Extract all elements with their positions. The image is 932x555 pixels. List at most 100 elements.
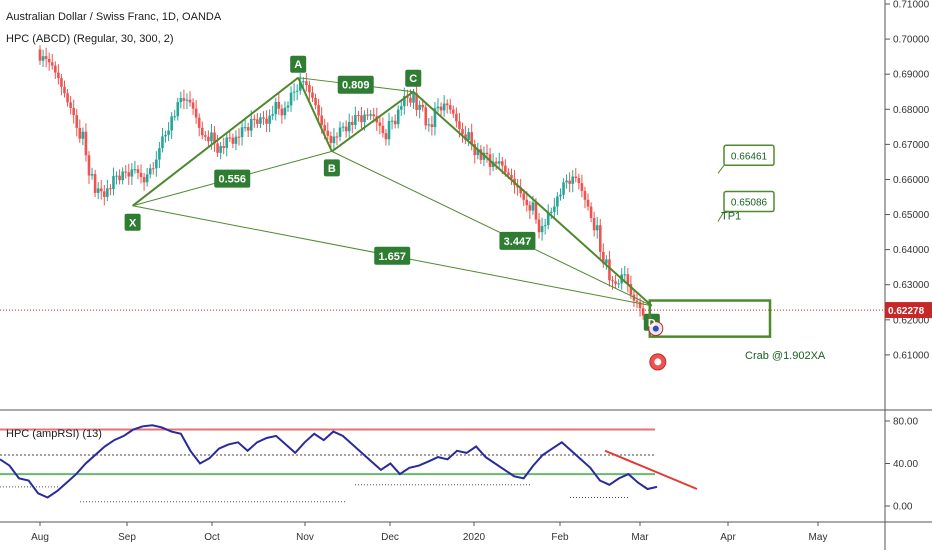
rsi-tick-label: 40.00	[893, 459, 918, 470]
candle-body	[60, 78, 63, 87]
alert-icon-dot	[654, 358, 662, 366]
candle-body	[161, 136, 164, 149]
candle-body	[185, 99, 189, 101]
candle-body	[494, 161, 498, 164]
candle-body	[403, 96, 406, 107]
harmonic-pattern	[124, 55, 775, 371]
point-marker-x	[124, 213, 141, 231]
candle-body	[283, 107, 287, 116]
candle-body	[78, 127, 82, 139]
rsi-trendline	[604, 449, 698, 490]
candle-body	[595, 225, 599, 231]
candle-body	[436, 106, 440, 109]
candle-body	[84, 131, 88, 156]
ratio-box	[214, 169, 251, 188]
candle-body	[311, 92, 314, 98]
point-label-c: C	[409, 73, 417, 85]
candle-body	[381, 125, 385, 134]
candle-body	[611, 280, 614, 282]
candle-body	[442, 103, 446, 111]
candle-body	[142, 177, 146, 183]
y-tick-label: 0.61000	[893, 350, 930, 361]
x-tick-label: Feb	[551, 532, 569, 543]
candle-body	[72, 108, 75, 116]
candle-body	[50, 62, 54, 66]
ratio-label: 0.809	[342, 80, 370, 92]
y-tick-label: 0.66000	[893, 175, 930, 186]
ratio-box	[374, 246, 411, 265]
candle-body	[568, 180, 571, 184]
candle-body	[234, 136, 238, 144]
candle-body	[369, 114, 372, 116]
candle-body	[271, 114, 274, 116]
candle-body	[292, 91, 296, 93]
candle-body	[344, 126, 348, 132]
ratio-box	[337, 75, 374, 94]
candle-body	[158, 148, 161, 160]
candle-body	[617, 283, 620, 285]
candle-body	[259, 117, 262, 124]
candle-body	[507, 172, 510, 175]
point-marker-a	[290, 55, 307, 73]
candle-body	[102, 191, 106, 197]
candle-body	[323, 125, 327, 131]
candle-body	[378, 122, 382, 126]
candle-body	[439, 106, 443, 111]
candle-body	[479, 149, 483, 160]
candle-body	[219, 146, 222, 153]
candle-body	[133, 169, 137, 171]
candle-body	[231, 137, 235, 144]
candle-body	[519, 187, 522, 194]
candle-body	[476, 149, 480, 156]
candle-body	[295, 90, 299, 92]
candle-body	[543, 225, 547, 227]
candle-body	[605, 259, 608, 264]
candle-body	[63, 86, 66, 94]
candle-body	[500, 161, 504, 166]
candle-body	[200, 127, 204, 136]
candle-body	[357, 115, 360, 117]
candle-body	[497, 161, 501, 164]
candle-body	[139, 172, 143, 178]
x-tick-label: Nov	[296, 532, 314, 543]
candle-body	[298, 81, 302, 91]
rsi-title: HPC (ampRSI) (13)	[6, 428, 102, 440]
candle-body	[592, 217, 596, 231]
candle-body	[461, 129, 464, 135]
x-tick-label: Oct	[204, 532, 220, 543]
candle-body	[390, 120, 394, 122]
target-pointer	[717, 211, 725, 222]
candle-body	[421, 104, 424, 108]
candle-body	[448, 105, 452, 110]
candle-body	[641, 308, 645, 316]
candle-body	[589, 206, 593, 218]
candle-body	[170, 116, 173, 131]
y-tick-label: 0.70000	[893, 35, 930, 46]
x-tick-label: Apr	[720, 532, 736, 543]
candle-body	[57, 72, 60, 79]
candle-body	[106, 188, 109, 197]
candle-body	[338, 127, 342, 137]
x-tick-label: Dec	[381, 532, 399, 543]
candle-body	[274, 101, 278, 115]
target-box	[723, 144, 775, 167]
candle-body	[308, 85, 311, 93]
candle-body	[127, 172, 131, 177]
candle-body	[415, 93, 418, 110]
candle-body	[314, 97, 317, 106]
candle-body	[240, 127, 244, 138]
candle-body	[136, 169, 140, 173]
candle-body	[635, 300, 639, 302]
candles	[38, 45, 645, 320]
candle-body	[445, 103, 449, 106]
y-tick-label: 0.65000	[893, 210, 930, 221]
candle-body	[253, 118, 256, 120]
point-label-b: B	[328, 163, 336, 175]
signal-icon-dot	[652, 325, 659, 332]
candle-body	[504, 165, 507, 173]
candle-body	[216, 143, 219, 153]
candle-body	[173, 116, 177, 118]
rsi-pane	[0, 424, 698, 503]
